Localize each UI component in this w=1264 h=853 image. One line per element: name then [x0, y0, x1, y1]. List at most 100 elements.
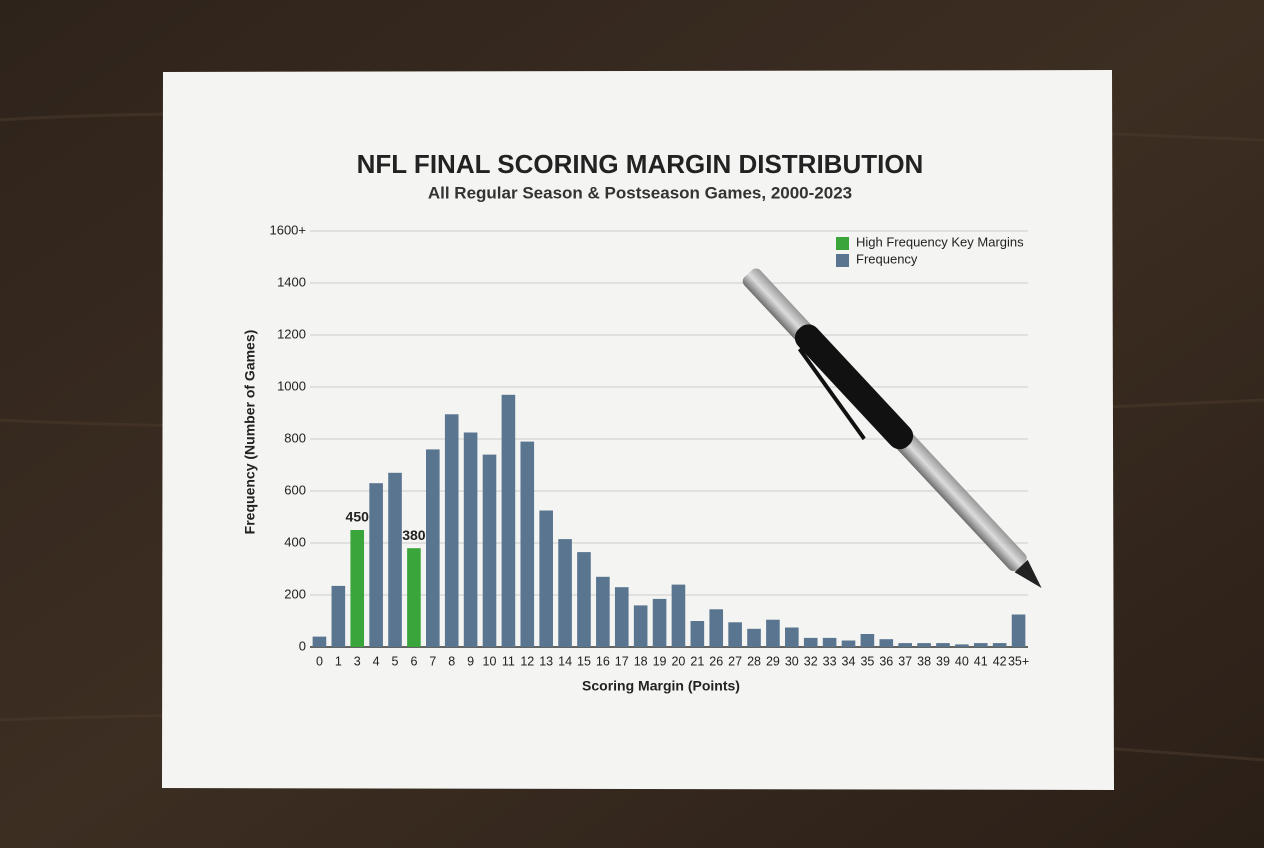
bar	[955, 644, 969, 647]
bar	[558, 539, 572, 647]
x-tick-label: 13	[539, 654, 553, 668]
bar	[936, 643, 950, 647]
pen-tip	[1014, 559, 1042, 588]
pen-cap	[794, 324, 914, 450]
bar	[898, 643, 912, 647]
x-axis-label: Scoring Margin (Points)	[582, 678, 740, 694]
x-tick-label: 7	[429, 654, 436, 668]
x-tick-label: 4	[373, 654, 380, 668]
bar	[350, 530, 365, 647]
bar	[426, 449, 440, 647]
bar	[917, 643, 931, 647]
y-tick-label: 600	[284, 482, 306, 497]
y-axis-label: Frequency (Number of Games)	[242, 330, 258, 535]
bar	[652, 598, 667, 647]
legend-label: High Frequency Key Margins	[856, 234, 1024, 249]
bar	[577, 552, 591, 647]
bar	[444, 414, 459, 647]
x-tick-label: 37	[898, 654, 912, 668]
x-tick-label: 38	[917, 654, 931, 668]
bar	[463, 432, 478, 647]
bar	[803, 637, 818, 647]
bar	[879, 639, 894, 647]
bar	[860, 634, 875, 647]
bar	[596, 576, 610, 647]
bar	[747, 628, 761, 647]
x-tick-label: 17	[615, 654, 629, 668]
bar	[973, 643, 988, 647]
y-tick-label: 1600+	[269, 222, 306, 237]
y-tick-label: 1400	[277, 274, 306, 289]
x-tick-label: 33	[823, 654, 837, 668]
bar	[520, 441, 535, 647]
y-tick-label: 1000	[277, 378, 306, 393]
x-tick-label: 10	[483, 654, 497, 668]
x-tick-label: 36	[879, 654, 893, 668]
x-tick-label: 3	[354, 654, 361, 668]
bar	[1011, 614, 1026, 647]
x-tick-label: 14	[558, 654, 572, 668]
legend-swatch	[836, 254, 849, 267]
x-tick-label: 28	[747, 654, 761, 668]
chart-title: NFL FINAL SCORING MARGIN DISTRIBUTION	[357, 149, 924, 179]
x-tick-label: 40	[955, 654, 969, 668]
bar	[841, 640, 856, 647]
bar	[388, 472, 402, 647]
chart-subtitle: All Regular Season & Postseason Games, 2…	[428, 183, 852, 202]
bar	[539, 510, 553, 647]
bar	[690, 621, 705, 647]
x-tick-label: 27	[728, 654, 742, 668]
value-label: 380	[402, 527, 426, 543]
bar	[501, 394, 516, 647]
x-tick-label: 19	[653, 654, 667, 668]
x-tick-label: 35+	[1008, 654, 1029, 668]
value-label: 450	[346, 509, 370, 525]
y-tick-label: 800	[284, 430, 306, 445]
x-tick-label: 0	[316, 654, 323, 668]
x-tick-label: 42	[993, 654, 1007, 668]
x-tick-label: 34	[842, 654, 856, 668]
x-tick-label: 12	[520, 654, 534, 668]
legend-swatch	[836, 237, 849, 250]
x-tick-label: 1	[335, 654, 342, 668]
pen-clip	[797, 347, 866, 441]
x-tick-label: 39	[936, 654, 950, 668]
x-tick-label: 32	[804, 654, 818, 668]
x-tick-label: 6	[410, 654, 417, 668]
bar	[312, 636, 327, 647]
x-tick-label: 15	[577, 654, 591, 668]
bar	[331, 585, 346, 647]
x-tick-label: 21	[690, 654, 704, 668]
x-tick-label: 35	[860, 654, 874, 668]
x-tick-label: 9	[467, 654, 474, 668]
bar	[633, 605, 648, 647]
x-tick-label: 11	[502, 654, 515, 668]
x-tick-label: 20	[671, 654, 685, 668]
bar	[785, 627, 799, 647]
pen	[742, 268, 1042, 588]
x-tick-label: 30	[785, 654, 799, 668]
bar	[407, 548, 421, 647]
x-tick-label: 29	[766, 654, 780, 668]
bar	[482, 454, 497, 647]
bar	[709, 609, 724, 647]
x-tick-label: 16	[596, 654, 610, 668]
x-tick-label: 26	[709, 654, 723, 668]
bar	[728, 622, 742, 647]
x-tick-label: 8	[448, 654, 455, 668]
bar	[992, 643, 1007, 647]
y-tick-label: 400	[284, 534, 306, 549]
bar	[822, 637, 837, 647]
y-tick-label: 1200	[277, 326, 306, 341]
bar	[671, 584, 686, 647]
bar	[369, 483, 383, 647]
x-tick-label: 18	[634, 654, 648, 668]
x-tick-label: 5	[392, 654, 399, 668]
x-tick-label: 41	[974, 654, 988, 668]
bar	[766, 619, 780, 647]
y-tick-label: 0	[299, 638, 306, 653]
legend-label: Frequency	[856, 251, 918, 266]
